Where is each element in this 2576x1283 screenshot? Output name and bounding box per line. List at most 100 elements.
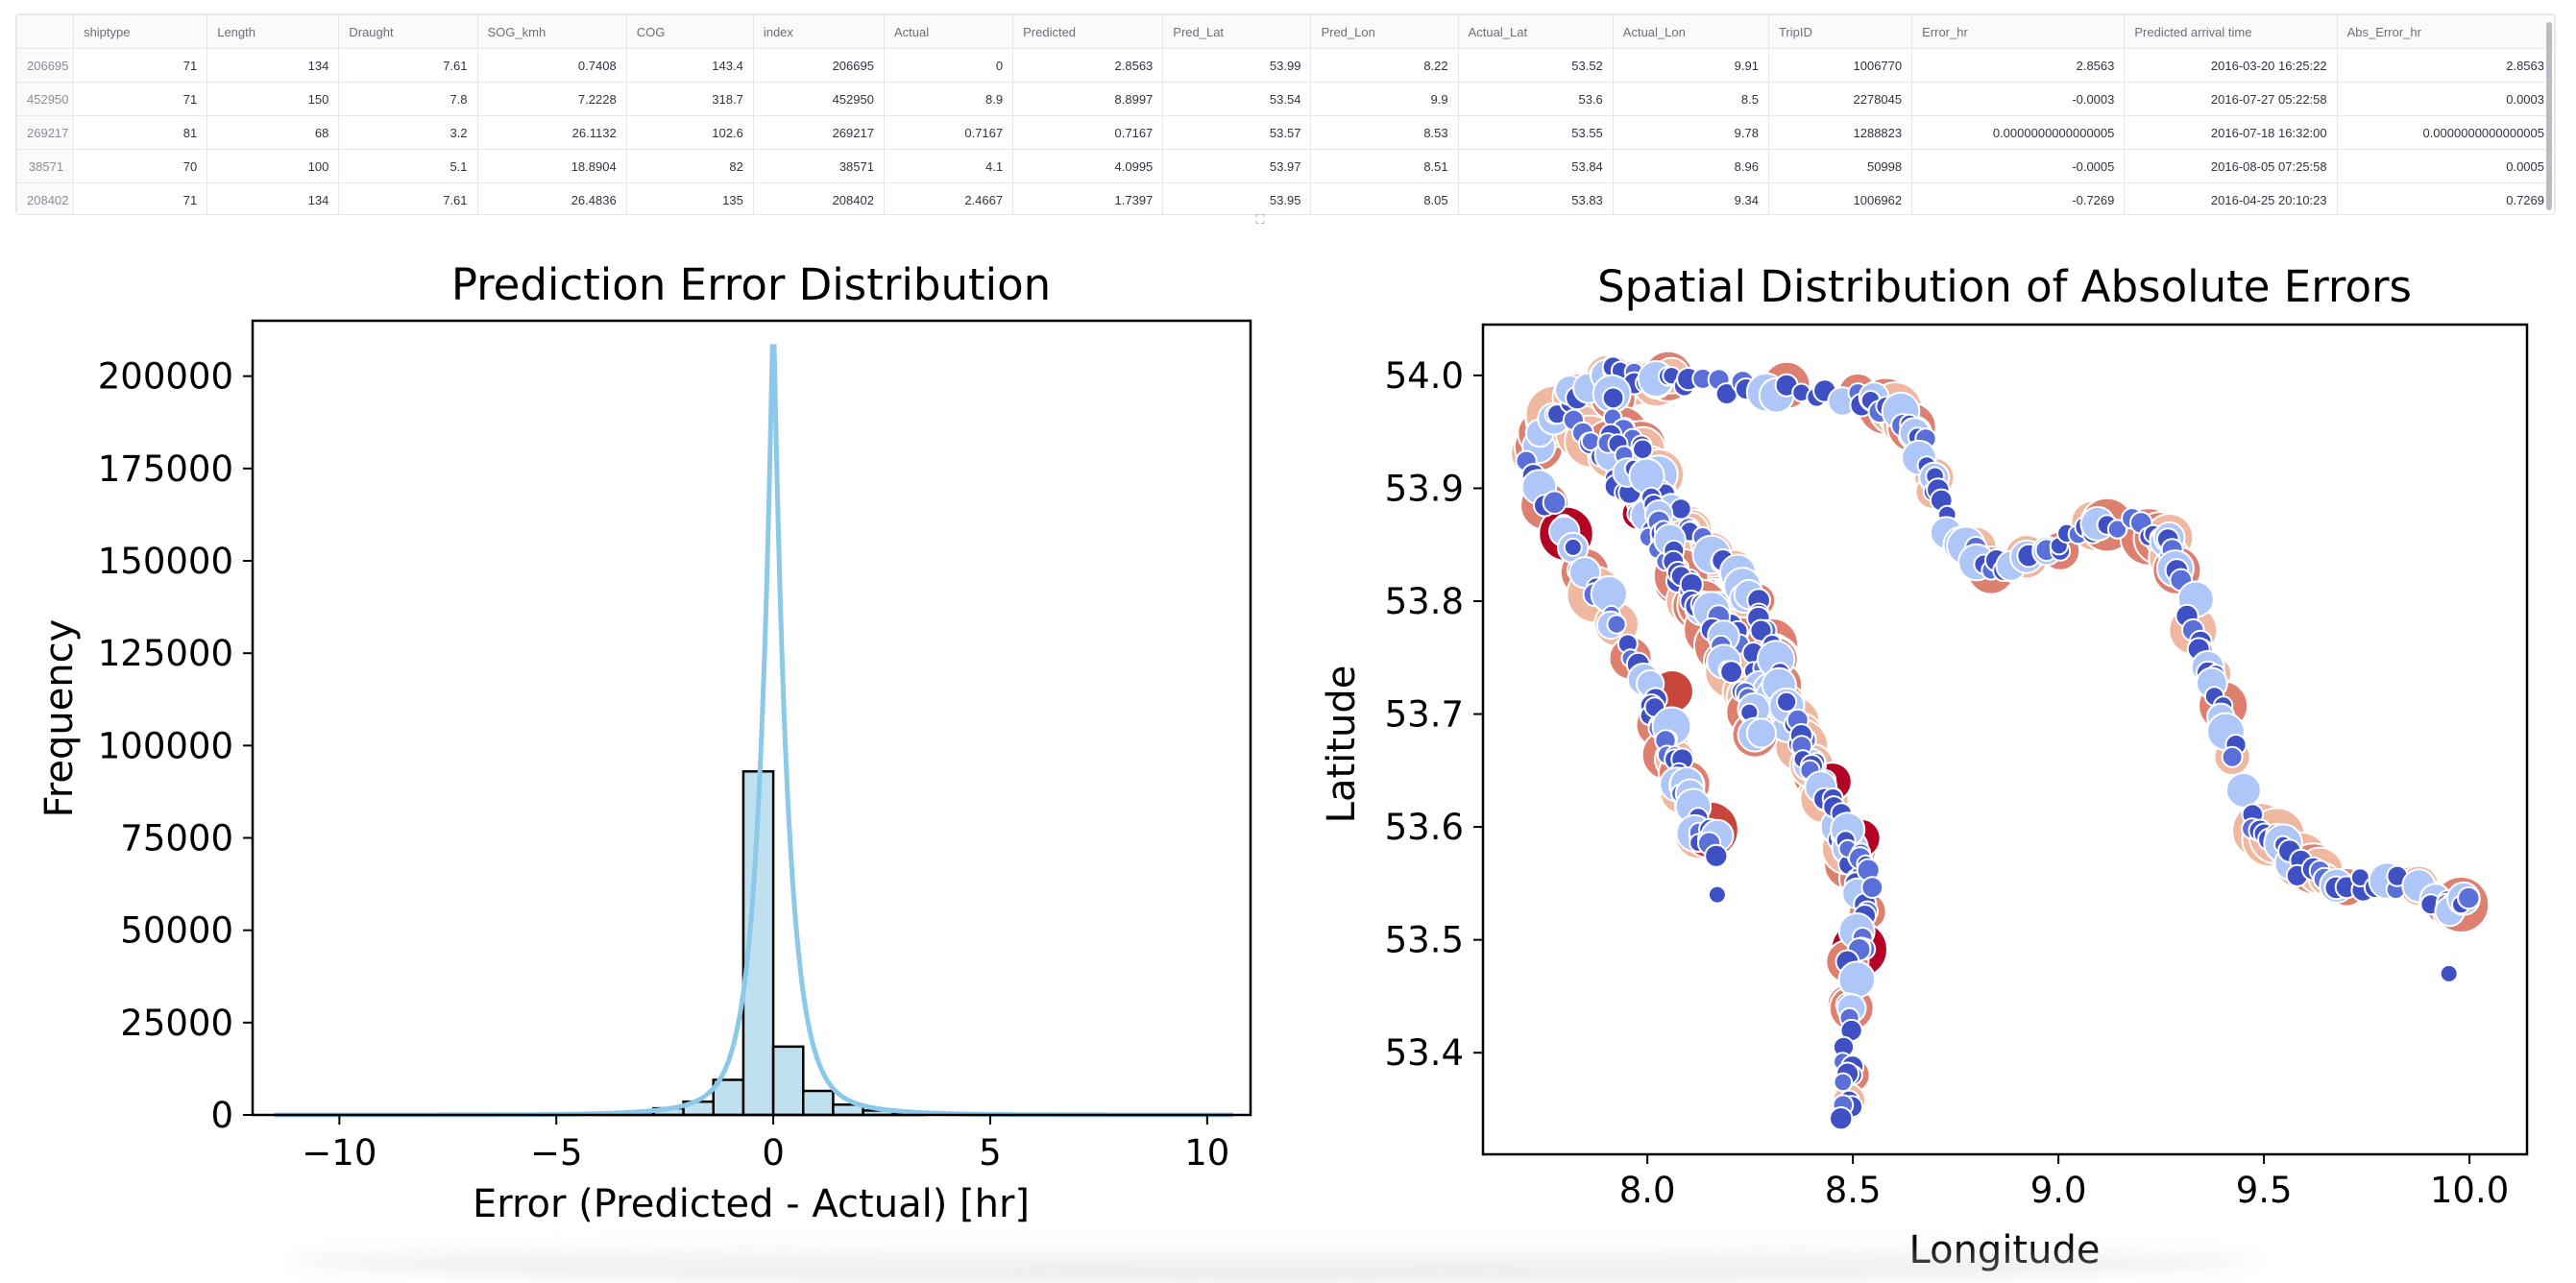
table-cell[interactable]: 0.7167: [1012, 115, 1164, 150]
table-cell[interactable]: 9.34: [1612, 182, 1769, 214]
table-cell[interactable]: 53.57: [1162, 115, 1312, 150]
table-cell[interactable]: 3.2: [338, 115, 478, 150]
table-cell[interactable]: 0.7167: [883, 115, 1014, 150]
table-cell[interactable]: 70: [73, 149, 208, 183]
table-cell[interactable]: 2.8563: [1911, 48, 2126, 83]
table-cell[interactable]: 7.8: [338, 82, 478, 116]
table-cell[interactable]: 8.5: [1612, 82, 1769, 116]
table-cell[interactable]: 2278045: [1767, 82, 1913, 116]
table-cell[interactable]: 2.4667: [883, 182, 1014, 214]
dataframe[interactable]: shiptype Length Draught SOG_kmh COG index Actu…: [15, 13, 2556, 215]
table-cell[interactable]: 9.9: [1310, 82, 1459, 116]
table-cell[interactable]: 53.84: [1457, 149, 1614, 183]
column-header[interactable]: Actual: [883, 14, 1014, 49]
column-header[interactable]: Actual_Lon: [1612, 14, 1769, 49]
table-cell[interactable]: 50998: [1767, 149, 1913, 183]
table-cell[interactable]: 135: [625, 182, 754, 214]
table-cell[interactable]: 206695: [752, 48, 885, 83]
table-cell[interactable]: 81: [73, 115, 208, 150]
table-cell[interactable]: 7.61: [338, 48, 478, 83]
table-cell[interactable]: 2016-03-20 16:25:22: [2124, 48, 2338, 83]
table-cell[interactable]: 7.61: [338, 182, 478, 214]
row-index-cell[interactable]: 206695: [16, 48, 75, 83]
table-cell[interactable]: 1006770: [1767, 48, 1913, 83]
table-cell[interactable]: 53.55: [1457, 115, 1614, 150]
table-cell[interactable]: 53.83: [1457, 182, 1614, 214]
table-cell[interactable]: 2016-04-25 20:10:23: [2124, 182, 2338, 214]
row-index-cell[interactable]: 208402: [16, 182, 75, 214]
table-cell[interactable]: 71: [73, 82, 208, 116]
table-scrollbar[interactable]: [2546, 22, 2552, 210]
column-header[interactable]: SOG_kmh: [476, 14, 627, 49]
table-cell[interactable]: 208402: [752, 182, 885, 214]
table-cell[interactable]: 150: [207, 82, 340, 116]
table-cell[interactable]: 0.7408: [476, 48, 627, 83]
table-cell[interactable]: 0: [883, 48, 1014, 83]
row-index-cell[interactable]: 269217: [16, 115, 75, 150]
table-cell[interactable]: 53.99: [1162, 48, 1312, 83]
table-cell[interactable]: 2016-08-05 07:25:58: [2124, 149, 2338, 183]
table-cell[interactable]: 8.8997: [1012, 82, 1164, 116]
column-header[interactable]: Pred_Lat: [1162, 14, 1312, 49]
expand-icon[interactable]: ⛶: [1255, 213, 1265, 228]
column-header[interactable]: COG: [625, 14, 754, 49]
row-index-cell[interactable]: 452950: [16, 82, 75, 116]
table-cell[interactable]: -0.0005: [1911, 149, 2126, 183]
table-row[interactable]: 38571 70 100 5.1 18.8904 82 38571 4.1 4.0995 53.9…: [16, 149, 2555, 183]
table-cell[interactable]: 2.8563: [2336, 48, 2555, 83]
table-cell[interactable]: 53.54: [1162, 82, 1312, 116]
table-cell[interactable]: 4.0995: [1012, 149, 1164, 183]
table-cell[interactable]: 2.8563: [1012, 48, 1164, 83]
table-cell[interactable]: 38571: [752, 149, 885, 183]
table-cell[interactable]: 2016-07-27 05:22:58: [2124, 82, 2338, 116]
table-cell[interactable]: 9.78: [1612, 115, 1769, 150]
table-row[interactable]: 452950 71 150 7.8 7.2228 318.7 452950 8.9 8.8997…: [16, 82, 2555, 116]
table-cell[interactable]: 9.91: [1612, 48, 1769, 83]
table-cell[interactable]: 8.9: [883, 82, 1014, 116]
column-header[interactable]: shiptype: [73, 14, 208, 49]
table-cell[interactable]: 0.0000000000000005: [2336, 115, 2555, 150]
table-cell[interactable]: 82: [625, 149, 754, 183]
table-cell[interactable]: 8.22: [1310, 48, 1459, 83]
table-cell[interactable]: 53.52: [1457, 48, 1614, 83]
table-cell[interactable]: 2016-07-18 16:32:00: [2124, 115, 2338, 150]
table-cell[interactable]: 26.1132: [476, 115, 627, 150]
column-header[interactable]: Abs_Error_hr: [2336, 14, 2555, 49]
table-row[interactable]: 208402 71 134 7.61 26.4836 135 208402 2.4667 1.7…: [16, 182, 2555, 214]
table-cell[interactable]: 0.7269: [2336, 182, 2555, 214]
table-row[interactable]: 269217 81 68 3.2 26.1132 102.6 269217 0.7167 0.7…: [16, 115, 2555, 150]
table-cell[interactable]: 1.7397: [1012, 182, 1164, 214]
table-cell[interactable]: 26.4836: [476, 182, 627, 214]
table-cell[interactable]: 134: [207, 182, 340, 214]
table-cell[interactable]: 8.96: [1612, 149, 1769, 183]
column-header[interactable]: Predicted arrival time: [2124, 14, 2338, 49]
table-cell[interactable]: 71: [73, 48, 208, 83]
table-cell[interactable]: -0.7269: [1911, 182, 2126, 214]
table-cell[interactable]: 7.2228: [476, 82, 627, 116]
table-cell[interactable]: 18.8904: [476, 149, 627, 183]
table-cell[interactable]: 100: [207, 149, 340, 183]
column-header[interactable]: Draught: [338, 14, 478, 49]
column-header[interactable]: Error_hr: [1911, 14, 2126, 49]
table-cell[interactable]: 1288823: [1767, 115, 1913, 150]
column-header[interactable]: Length: [207, 14, 340, 49]
column-header[interactable]: index: [752, 14, 885, 49]
table-cell[interactable]: 1006962: [1767, 182, 1913, 214]
table-cell[interactable]: 4.1: [883, 149, 1014, 183]
column-header[interactable]: TripID: [1767, 14, 1913, 49]
table-cell[interactable]: 8.05: [1310, 182, 1459, 214]
table-cell[interactable]: 5.1: [338, 149, 478, 183]
table-cell[interactable]: 53.95: [1162, 182, 1312, 214]
table-cell[interactable]: 8.51: [1310, 149, 1459, 183]
column-header[interactable]: Predicted: [1012, 14, 1164, 49]
table-cell[interactable]: 0.0000000000000005: [1911, 115, 2126, 150]
row-index-cell[interactable]: 38571: [16, 149, 75, 183]
table-cell[interactable]: 269217: [752, 115, 885, 150]
table-cell[interactable]: 53.6: [1457, 82, 1614, 116]
table-cell[interactable]: -0.0003: [1911, 82, 2126, 116]
table-cell[interactable]: 71: [73, 182, 208, 214]
table-cell[interactable]: 102.6: [625, 115, 754, 150]
table-cell[interactable]: 68: [207, 115, 340, 150]
table-cell[interactable]: 452950: [752, 82, 885, 116]
table-cell[interactable]: 143.4: [625, 48, 754, 83]
